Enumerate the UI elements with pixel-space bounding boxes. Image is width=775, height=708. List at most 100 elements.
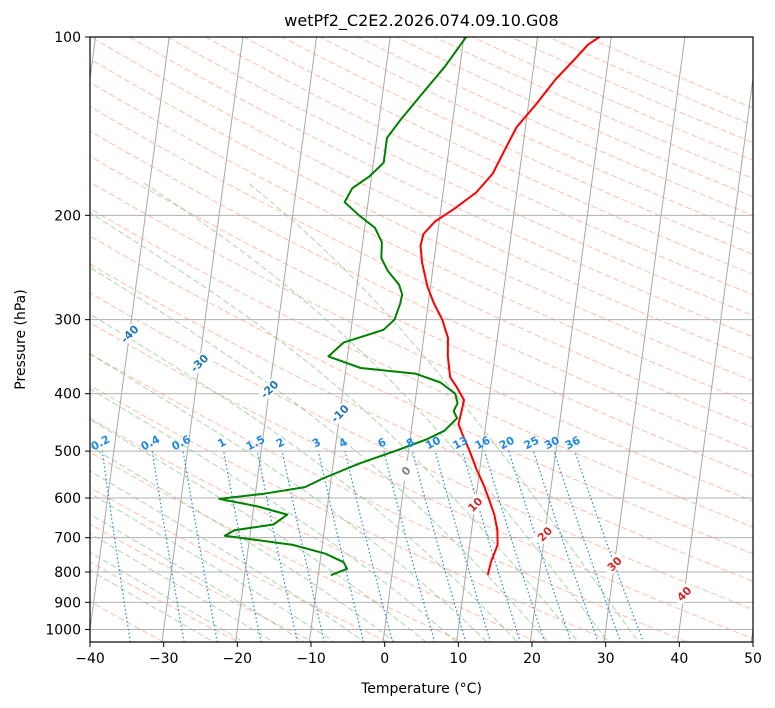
- x-tick-label: 20: [523, 651, 541, 667]
- isotherm-label-bg: [187, 350, 212, 376]
- x-tick-label: 50: [744, 651, 762, 667]
- mixing-ratio-line: [344, 450, 394, 642]
- moist-adiabat-line: [90, 533, 275, 642]
- mixing-ratio-line: [281, 450, 326, 642]
- moist-adiabat-line: [90, 569, 215, 642]
- mixing-ratio-line: [182, 450, 218, 642]
- isotherm-label-bg: [602, 551, 627, 576]
- moist-adiabat-line: [90, 388, 458, 642]
- temperature-profile-line: [419, 37, 600, 576]
- x-tick-label: −10: [296, 651, 326, 667]
- x-tick-label: −40: [75, 651, 105, 667]
- y-axis-title: Pressure (hPa): [13, 289, 29, 389]
- dry-adiabat-line: [90, 451, 464, 642]
- mixing-ratio-line: [508, 450, 572, 642]
- y-tick-label: 400: [54, 387, 81, 403]
- y-tick-label: 1000: [45, 622, 81, 638]
- mixing-ratio-line: [101, 451, 132, 642]
- mixing-ratio-line: [256, 450, 299, 642]
- y-tick-label: 600: [54, 491, 81, 507]
- dry-adiabat-line: [242, 37, 753, 275]
- x-tick-label: 0: [380, 651, 389, 667]
- isotherm-line: [308, 37, 391, 642]
- isotherm-line: [603, 37, 686, 642]
- plot-frame: [89, 36, 754, 643]
- moist-adiabat-line: [90, 513, 305, 642]
- x-axis-title: Temperature (°C): [360, 681, 482, 697]
- dry-adiabat-line: [90, 263, 753, 582]
- mixing-ratio-label: 13: [451, 434, 471, 453]
- isotherm-label-bg: [532, 521, 557, 546]
- dry-adiabat-line: [90, 523, 315, 642]
- mixing-ratio-line: [411, 450, 467, 642]
- isotherm-line: [456, 37, 539, 642]
- dry-adiabat-line: [319, 37, 753, 236]
- mixing-ratio-line: [532, 450, 599, 642]
- plot-background-lines: [90, 37, 753, 642]
- isotherm-line: [161, 37, 244, 642]
- x-tick-label: 40: [670, 651, 688, 667]
- mixing-ratio-line: [383, 450, 436, 642]
- y-tick-label: 900: [54, 595, 81, 611]
- x-tick-label: 10: [449, 651, 467, 667]
- dry-adiabat-line: [90, 155, 753, 477]
- y-tick-label: 800: [54, 565, 81, 581]
- isotherm-label-bg: [393, 458, 418, 483]
- dry-adiabat-line: [90, 58, 753, 382]
- moist-adiabat-line: [142, 182, 609, 642]
- plot-data-lines: [218, 37, 600, 577]
- y-tick-label: 700: [54, 531, 81, 547]
- x-tick-label: −20: [223, 651, 253, 667]
- isotherm-line: [235, 37, 318, 642]
- dry-adiabat-line: [90, 208, 753, 528]
- moist-adiabat-line: [247, 182, 639, 642]
- dry-adiabat-line: [280, 37, 753, 255]
- dry-adiabat-line: [90, 384, 614, 642]
- dry-adiabat-line: [90, 37, 753, 360]
- isotherm-label-bg: [327, 401, 352, 426]
- y-tick-label: 300: [54, 313, 81, 329]
- y-tick-label: 100: [54, 30, 81, 46]
- isotherm-line: [529, 37, 612, 642]
- mixing-ratio-label: 20: [497, 433, 517, 452]
- y-tick-label: 500: [54, 444, 81, 460]
- mixing-ratio-label: 30: [542, 433, 562, 452]
- axes: −40 −30 −20 −10 0 10 20 30 40 50 100 200 300 400 500 60…: [45, 30, 762, 667]
- dry-adiabat-line: [90, 417, 539, 642]
- moist-adiabat-line: [90, 470, 366, 642]
- mixing-ratio-line: [223, 450, 262, 642]
- x-tick-label: 30: [597, 651, 615, 667]
- isotherm-label-bg: [117, 321, 142, 346]
- dry-adiabat-line: [90, 105, 753, 428]
- mixing-ratio-line: [151, 451, 185, 642]
- mixing-ratio-line: [317, 450, 365, 642]
- mixing-ratio-label: 36: [563, 433, 583, 452]
- isotherm-line: [677, 74, 753, 642]
- dry-adiabat-line: [90, 235, 753, 555]
- moist-adiabat-line: [90, 313, 519, 642]
- dewpoint-profile-line: [218, 37, 467, 577]
- isotherm-label-bg: [463, 492, 488, 517]
- dry-adiabat-line: [90, 292, 753, 611]
- isotherm-label-bg: [672, 581, 697, 606]
- moist-adiabat-line: [90, 266, 549, 642]
- y-tick-label: 200: [54, 208, 81, 224]
- dry-adiabat-line: [395, 37, 753, 198]
- dry-adiabat-line: [204, 37, 753, 296]
- moist-adiabat-line: [90, 212, 579, 642]
- mixing-ratio-label: 25: [522, 434, 542, 453]
- dry-adiabat-line: [471, 37, 753, 161]
- dry-adiabat-line: [128, 37, 753, 338]
- mixing-ratio-label: 10: [423, 433, 443, 452]
- x-tick-label: −30: [149, 651, 179, 667]
- mixing-ratio-label: 16: [473, 433, 493, 452]
- moist-adiabat-line: [90, 551, 245, 642]
- dry-adiabat-line: [90, 322, 753, 640]
- isotherm-label-bg: [257, 377, 282, 402]
- chart-title: wetPf2_C2E2.2026.074.09.10.G08: [284, 11, 558, 31]
- isotherm-line: [382, 37, 465, 642]
- moist-adiabat-line: [90, 445, 396, 642]
